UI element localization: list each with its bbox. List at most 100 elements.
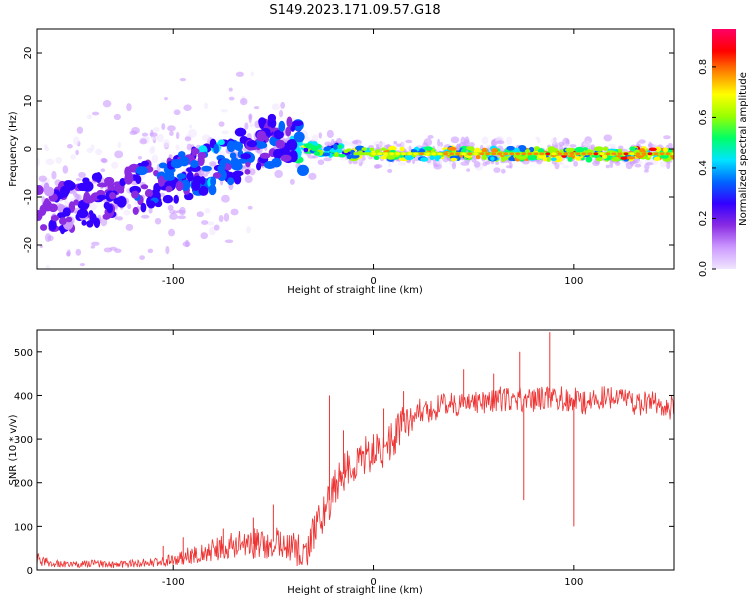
heatmap-ridge-peak <box>407 152 412 156</box>
heatmap-cell <box>213 143 220 154</box>
heatmap-cell <box>227 177 235 186</box>
heatmap-ridge-peak <box>425 152 431 156</box>
heatmap-cell <box>37 157 40 167</box>
heatmap-cell <box>273 129 284 140</box>
heatmap-cell <box>304 136 310 141</box>
heatmap-cell <box>246 226 251 234</box>
heatmap-cell <box>123 209 131 216</box>
heatmap-cell <box>267 117 277 129</box>
heatmap-cell <box>585 156 593 163</box>
heatmap-cell <box>220 109 228 113</box>
heatmap-cell <box>45 264 51 269</box>
heatmap-cell <box>603 146 609 152</box>
heatmap-cell <box>386 155 396 160</box>
heatmap-cell <box>63 180 74 188</box>
heatmap-cell <box>495 140 505 145</box>
heatmap-cell <box>73 136 80 146</box>
heatmap-ridge-peak <box>509 152 515 156</box>
snr-plot-area <box>37 330 674 570</box>
heatmap-cell <box>40 224 48 231</box>
heatmap-cell <box>137 156 142 160</box>
heatmap-cell <box>412 159 416 165</box>
heatmap-ridge-peak <box>371 152 376 156</box>
heatmap-cell <box>278 109 284 118</box>
heatmap-ridge-peak <box>623 152 629 156</box>
heatmap-cell <box>150 145 155 151</box>
heatmap-cell <box>659 154 669 159</box>
heatmap-cell <box>286 116 293 128</box>
heatmap-ridge-peak <box>563 152 569 156</box>
heatmap-cell <box>274 169 283 179</box>
x-tick-label: -100 <box>162 276 185 287</box>
heatmap-cell <box>393 140 398 145</box>
heatmap-ridge-peak <box>665 152 671 156</box>
heatmap-cell <box>361 147 368 151</box>
heatmap-cell <box>210 176 217 187</box>
heatmap-ridge-peak <box>473 152 479 156</box>
heatmap-cell <box>609 159 614 169</box>
heatmap-cell <box>204 208 211 214</box>
heatmap-ridge-peak <box>491 152 497 156</box>
heatmap-ridge-peak <box>431 152 437 156</box>
heatmap-cell <box>169 131 174 136</box>
heatmap-cell <box>173 194 179 204</box>
heatmap-cell <box>275 139 286 149</box>
heatmap-cell <box>373 155 380 161</box>
heatmap-cell <box>258 117 265 129</box>
heatmap-cell <box>250 71 254 77</box>
x-tick-label: -100 <box>162 577 185 588</box>
heatmap-cell <box>188 124 193 129</box>
heatmap-ridge-peak <box>461 152 467 156</box>
heatmap-cell <box>117 141 122 149</box>
heatmap-cell <box>233 141 244 151</box>
heatmap-cell <box>213 224 220 231</box>
heatmap-cell <box>186 143 192 151</box>
heatmap-cell <box>109 192 116 200</box>
heatmap-cell <box>550 137 557 145</box>
heatmap-ridge-peak <box>515 152 521 156</box>
heatmap-cell <box>116 270 120 279</box>
heatmap-ridge-peak <box>413 152 418 156</box>
heatmap-ridge-peak <box>503 152 509 156</box>
heatmap-cell <box>231 162 243 171</box>
heatmap-cell <box>183 104 192 111</box>
heatmap-cell <box>75 149 79 156</box>
heatmap-cell <box>148 207 153 214</box>
heatmap-cell <box>537 148 545 154</box>
heatmap-cell <box>332 143 338 150</box>
heatmap-marks <box>37 71 674 284</box>
heatmap-ridge-peak <box>479 152 485 156</box>
heatmap-cell <box>201 134 211 141</box>
heatmap-cell <box>437 138 441 147</box>
heatmap-ridge-peak <box>545 152 551 156</box>
heatmap-cell <box>482 161 488 167</box>
y-tick-label: 0 <box>27 566 33 577</box>
colorbar-tick-label: 0.4 <box>698 160 709 176</box>
heatmap-cell <box>524 149 531 153</box>
heatmap-cell <box>71 278 79 284</box>
heatmap-ridge-peak <box>377 152 382 156</box>
heatmap-cell <box>197 157 205 166</box>
heatmap-cell <box>667 142 673 149</box>
heatmap-ridge-peak <box>629 152 635 156</box>
heatmap-cell <box>161 123 166 131</box>
heatmap-cell <box>45 158 55 166</box>
heatmap-cell <box>248 114 252 124</box>
heatmap-cell <box>139 255 145 260</box>
heatmap-cell <box>113 113 121 121</box>
heatmap-ridge-peak <box>557 152 563 156</box>
heatmap-cell <box>180 179 191 192</box>
heatmap-cell <box>563 143 571 149</box>
heatmap-cell <box>278 120 286 132</box>
heatmap-cell <box>463 139 471 148</box>
heatmap-cell <box>168 228 176 237</box>
heatmap-x-ticks: -100 0 100 <box>162 29 583 287</box>
heatmap-cell <box>164 96 168 101</box>
heatmap-cell <box>450 136 460 144</box>
heatmap-cell <box>271 157 282 168</box>
y-tick-label: 20 <box>23 47 34 60</box>
heatmap-cell <box>96 182 109 188</box>
heatmap-cell <box>91 111 100 116</box>
heatmap-cell <box>196 211 204 218</box>
heatmap-cell <box>289 150 298 163</box>
